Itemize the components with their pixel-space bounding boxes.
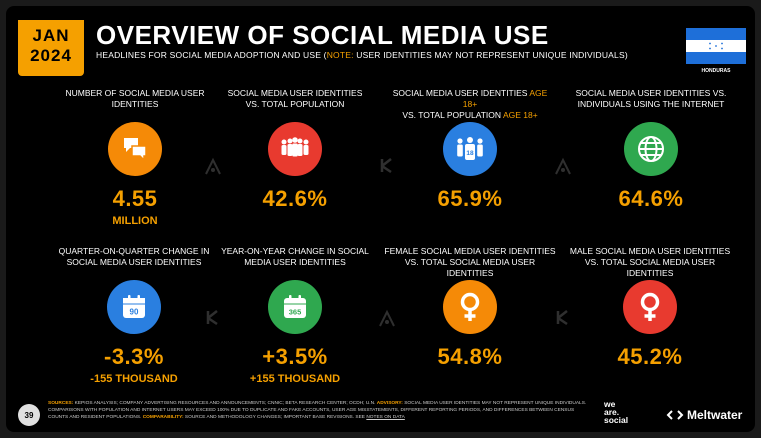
stat-unit: +155 THOUSAND (249, 373, 341, 385)
sources-text: KEPIOS ANALYSIS; COMPANY ADVERTISING RES… (73, 401, 377, 406)
calendar-365-icon: 365 (268, 280, 322, 334)
meltwater-logo: Meltwater (666, 408, 742, 422)
comparability-key: COMPARABILITY: (142, 415, 184, 420)
advisory-key: ADVISORY: (376, 401, 403, 406)
stat-year-change: YEAR-ON-YEAR CHANGE IN SOCIAL MEDIA USER… (220, 246, 370, 385)
stat-label: MALE SOCIAL MEDIA USER IDENTITIES vs. TO… (569, 246, 731, 278)
stat-quarter-change: QUARTER-ON-QUARTER CHANGE IN SOCIAL MEDI… (48, 246, 220, 385)
chat-bubbles-icon (108, 122, 162, 176)
stat-label: SOCIAL MEDIA USER IDENTITIES vs. INDIVID… (575, 88, 727, 109)
subtitle-note: NOTE: (326, 50, 354, 60)
stat-value: 4.55 (112, 186, 158, 211)
datareportal-logo-icon (205, 157, 221, 175)
kepios-logo-icon (206, 310, 218, 326)
stat-label-part: SOCIAL MEDIA USER IDENTITIES (392, 88, 530, 98)
country-label: HONDURAS (701, 68, 731, 74)
globe-icon (624, 122, 678, 176)
subtitle-main: HEADLINES FOR SOCIAL MEDIA ADOPTION AND … (96, 50, 327, 60)
adults-18-icon-text: 18 (466, 150, 474, 157)
kepios-logo-icon (556, 310, 568, 326)
stat-label: YEAR-ON-YEAR CHANGE IN SOCIAL MEDIA USER… (221, 246, 369, 267)
brand-line: we (604, 399, 616, 409)
female-symbol-icon (443, 280, 497, 334)
stat-social-media-users: NUMBER OF SOCIAL MEDIA USER IDENTITIES 4… (60, 88, 210, 227)
stat-unit: MILLION (112, 215, 158, 227)
meltwater-wordmark: Meltwater (687, 408, 743, 422)
stat-vs-total-population: SOCIAL MEDIA USER IDENTITIES vs. TOTAL P… (220, 88, 370, 212)
kepios-logo-icon (380, 158, 392, 174)
date-badge: JAN 2024 (18, 20, 84, 76)
page-title: OVERVIEW OF SOCIAL MEDIA USE (96, 20, 549, 50)
date-month: JAN (32, 26, 70, 45)
honduras-flag-icon (686, 28, 746, 64)
stat-label: NUMBER OF SOCIAL MEDIA USER IDENTITIES (65, 88, 205, 109)
stat-label-part: vs. TOTAL POPULATION (402, 110, 503, 120)
sources-key: SOURCES: (48, 401, 74, 406)
calendar-365-icon-text: 365 (289, 308, 302, 317)
slide: JAN 2024 OVERVIEW OF SOCIAL MEDIA USE HE… (6, 6, 755, 432)
stat-label: QUARTER-ON-QUARTER CHANGE IN SOCIAL MEDI… (58, 246, 210, 267)
page-subtitle: HEADLINES FOR SOCIAL MEDIA ADOPTION AND … (96, 50, 628, 60)
stat-value: 42.6% (262, 186, 328, 211)
stat-value: 45.2% (617, 344, 683, 369)
crowd-icon (268, 122, 322, 176)
advisory-text: SOCIAL MEDIA USER IDENTITIES MAY NOT REP… (48, 401, 587, 420)
datareportal-logo-icon (379, 309, 395, 327)
stat-value: -3.3% (104, 344, 164, 369)
stat-label-highlight: AGE 18+ (502, 110, 538, 120)
stat-vs-internet-users: SOCIAL MEDIA USER IDENTITIES vs. INDIVID… (566, 88, 736, 212)
sources-note: SOURCES: KEPIOS ANALYSIS; COMPANY ADVERT… (48, 400, 588, 421)
comparability-text: SOURCE AND METHODOLOGY CHANGES; IMPORTAN… (183, 415, 367, 420)
footer: 39 SOURCES: KEPIOS ANALYSIS; COMPANY ADV… (6, 398, 755, 432)
we-are-social-logo: we are. social (604, 399, 629, 425)
stat-label: FEMALE SOCIAL MEDIA USER IDENTITIES vs. … (384, 246, 556, 278)
stat-label-highlight: AGE 18+ (462, 88, 548, 109)
brand-line: are. (604, 407, 620, 417)
stat-unit: -155 THOUSAND (90, 373, 178, 385)
brand-line: social (604, 415, 629, 425)
calendar-90-icon-text: 90 (130, 308, 139, 317)
stat-value: 64.6% (618, 186, 684, 211)
adults-18-icon: 18 (443, 122, 497, 176)
stat-label: SOCIAL MEDIA USER IDENTITIES AGE 18+ vs.… (386, 88, 554, 120)
stat-adults-18plus: SOCIAL MEDIA USER IDENTITIES AGE 18+ vs.… (386, 88, 554, 212)
stat-male-share: MALE SOCIAL MEDIA USER IDENTITIES vs. TO… (562, 246, 738, 370)
stat-label: SOCIAL MEDIA USER IDENTITIES vs. TOTAL P… (227, 88, 363, 109)
stat-value: 65.9% (437, 186, 503, 211)
meltwater-mark-icon (666, 410, 684, 420)
stat-value: +3.5% (262, 344, 328, 369)
page-number: 39 (18, 404, 40, 426)
female-symbol-icon (623, 280, 677, 334)
subtitle-rest: USER IDENTITIES MAY NOT REPRESENT UNIQUE… (353, 50, 628, 60)
calendar-90-icon: 90 (107, 280, 161, 334)
date-year: 2024 (30, 46, 72, 65)
notes-on-data-link[interactable]: NOTES ON DATA (366, 415, 405, 420)
stat-value: 54.8% (437, 344, 503, 369)
stat-female-share: FEMALE SOCIAL MEDIA USER IDENTITIES vs. … (382, 246, 558, 370)
datareportal-logo-icon (555, 157, 571, 175)
